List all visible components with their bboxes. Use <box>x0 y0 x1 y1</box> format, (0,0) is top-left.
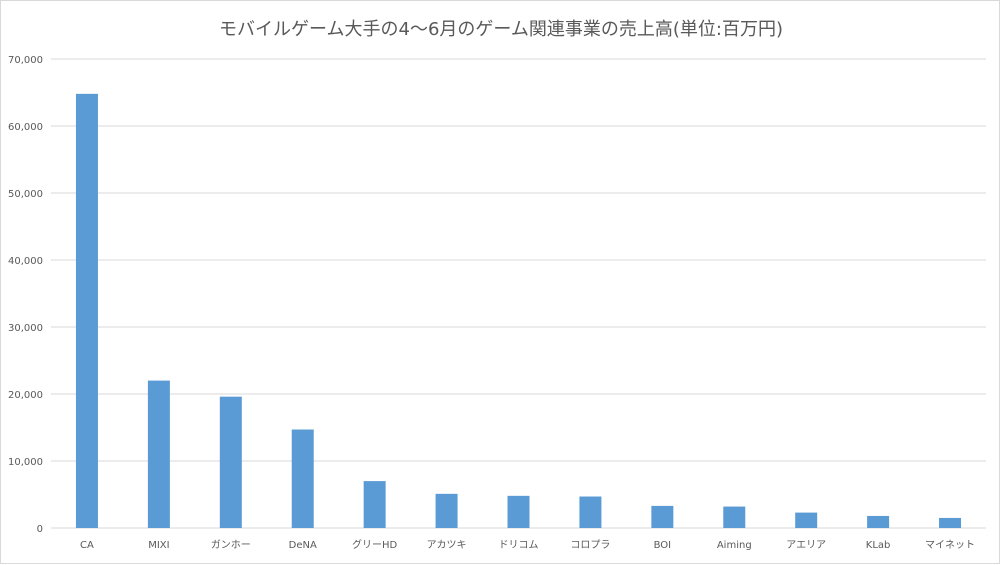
bar <box>723 506 746 528</box>
x-tick-label: アエリア <box>786 540 826 551</box>
chart-title: モバイルゲーム大手の4〜6月のゲーム関連事業の売上高(単位:百万円) <box>219 19 783 40</box>
x-tick-label: アカツキ <box>427 539 467 551</box>
bar <box>363 481 386 528</box>
x-tick-label: KLab <box>866 540 891 551</box>
bar <box>147 380 170 528</box>
y-tick-label: 60,000 <box>8 122 43 133</box>
bar <box>75 93 98 528</box>
bars <box>75 93 962 528</box>
y-tick-label: 30,000 <box>8 323 43 334</box>
y-tick-label: 70,000 <box>8 55 43 66</box>
y-tick-label: 40,000 <box>8 256 43 267</box>
y-tick-label: 10,000 <box>8 457 43 468</box>
x-axis-ticks: CA MIXI ガンホー DeNA グリーHD アカツキ ドリコム コロプラ BOI Aiming… <box>80 538 975 551</box>
x-tick-label: グリーHD <box>352 538 398 551</box>
x-tick-label: MIXI <box>148 540 169 551</box>
bar <box>795 512 818 528</box>
bar <box>507 495 530 528</box>
x-tick-label: DeNA <box>289 540 317 551</box>
y-tick-label: 20,000 <box>8 390 43 401</box>
bar <box>435 493 458 528</box>
bar <box>651 505 674 528</box>
y-axis-ticks: 0 10,000 20,000 30,000 40,000 50,000 60,000 70,… <box>8 55 43 535</box>
x-tick-label: ドリコム <box>499 539 539 551</box>
gridlines <box>51 58 986 529</box>
bar <box>219 396 242 528</box>
x-tick-label: コロプラ <box>570 539 610 551</box>
x-tick-label: Aiming <box>717 540 752 551</box>
x-tick-label: CA <box>80 540 94 551</box>
y-tick-label: 0 <box>37 524 43 535</box>
x-tick-label: マイネット <box>925 539 975 551</box>
x-tick-label: ガンホー <box>211 539 251 551</box>
bar <box>939 517 962 528</box>
x-tick-label: BOI <box>654 540 672 551</box>
bar <box>579 496 602 528</box>
bar <box>291 429 314 528</box>
y-tick-label: 50,000 <box>8 189 43 200</box>
bar <box>867 515 890 528</box>
